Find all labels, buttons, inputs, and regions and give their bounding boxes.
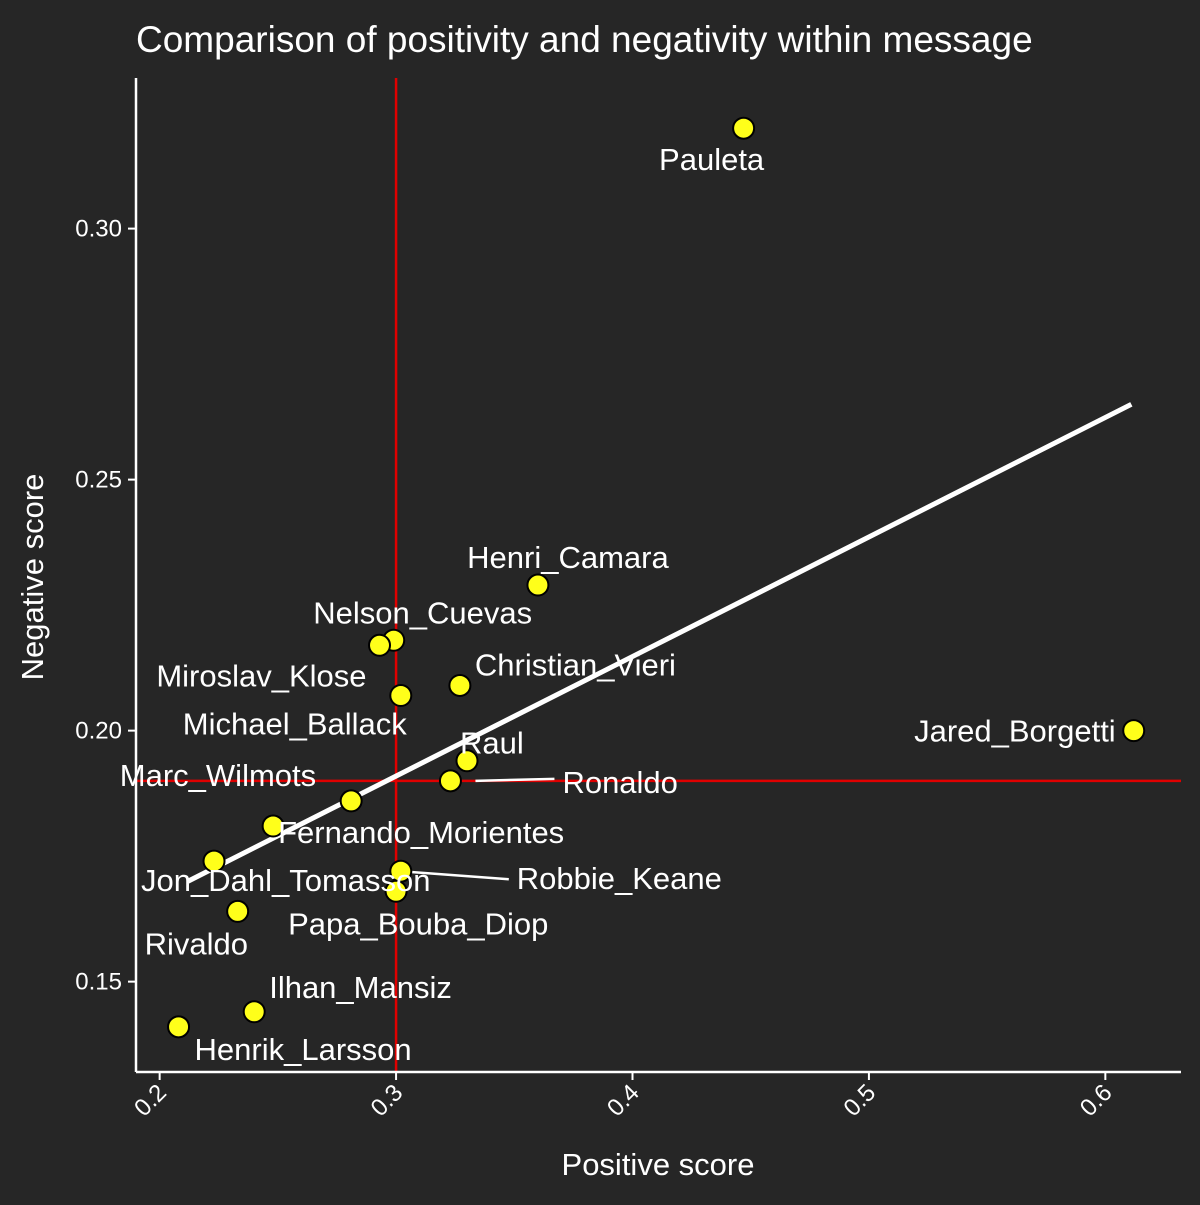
x-tick-label: 0.4: [602, 1079, 645, 1122]
data-point: [226, 899, 250, 923]
point-label: Pauleta: [659, 142, 765, 177]
point-label: Papa_Bouba_Diop: [288, 906, 548, 941]
data-point: [261, 814, 285, 838]
data-point: [202, 849, 226, 873]
data-point: [438, 769, 462, 793]
point-label: Michael_Ballack: [183, 706, 407, 741]
y-tick-label: 0.15: [75, 969, 122, 996]
plot-area: 0.2 0.3 0.4 0.5 0.6 0.15 0.20 0.25 0.30 Pauleta He…: [75, 78, 1181, 1122]
point-label: Robbie_Keane: [517, 861, 722, 896]
point-label: Henri_Camara: [467, 540, 669, 575]
chart-title: Comparison of positivity and negativity …: [136, 19, 1033, 60]
point-label: Henrik_Larsson: [195, 1032, 412, 1067]
point-label: Jon_Dahl_Tomasson: [141, 863, 431, 898]
data-point: [384, 879, 408, 903]
y-tick-label: 0.25: [75, 467, 122, 494]
data-point: [242, 1000, 266, 1024]
label-leader-line: [475, 777, 555, 783]
point-label: Miroslav_Klose: [156, 658, 366, 693]
y-tick-label: 0.30: [75, 216, 122, 243]
point-label: Ronaldo: [562, 765, 677, 800]
data-point: [455, 749, 479, 773]
trend-line: [186, 402, 1133, 884]
label-leader-line: [400, 869, 509, 881]
point-label: Nelson_Cuevas: [313, 595, 532, 630]
data-point: [167, 1015, 191, 1039]
point-label: Jared_Borgetti: [914, 714, 1116, 749]
point-label: Raul: [460, 726, 524, 761]
x-tick-label: 0.6: [1075, 1079, 1118, 1122]
point-label: Marc_Wilmots: [120, 758, 316, 793]
data-point: [526, 573, 550, 597]
point-label: Rivaldo: [145, 926, 248, 961]
point-label: Ilhan_Mansiz: [269, 970, 452, 1005]
x-axis-label: Positive score: [562, 1147, 755, 1182]
data-point: [1122, 719, 1146, 743]
point-label: Christian_Vieri: [475, 647, 676, 682]
data-point: [732, 116, 756, 140]
data-point: [339, 789, 363, 813]
data-point: [368, 633, 392, 657]
x-tick-label: 0.5: [838, 1079, 881, 1122]
y-tick-label: 0.20: [75, 718, 122, 745]
x-tick-label: 0.3: [366, 1079, 409, 1122]
y-axis-label: Negative score: [15, 474, 50, 681]
data-point: [448, 673, 472, 697]
x-tick-label: 0.2: [129, 1079, 172, 1122]
data-point: [389, 683, 413, 707]
point-label: Fernando_Morientes: [278, 815, 564, 850]
